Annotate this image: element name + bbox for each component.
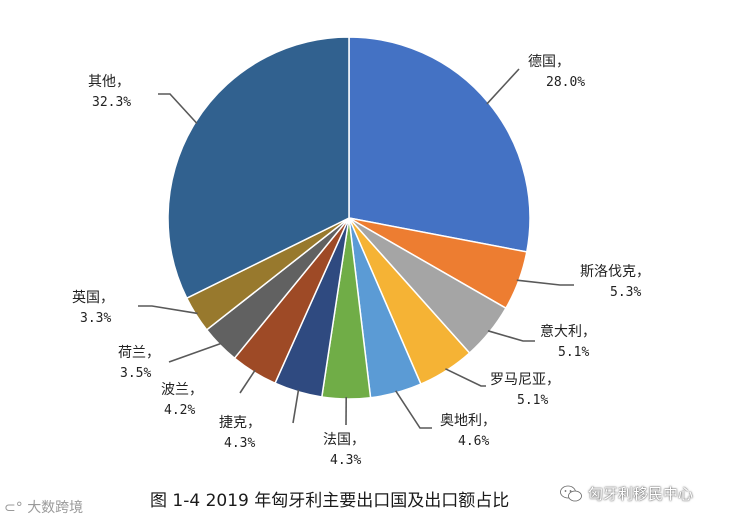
leader-line-其他 xyxy=(158,93,198,125)
slice-label-斯洛伐克: 斯洛伐克， xyxy=(580,264,650,280)
leader-line-斯洛伐克 xyxy=(516,279,574,286)
slice-pct-波兰: 4.2% xyxy=(164,403,195,418)
leader-line-罗马尼亚 xyxy=(445,368,486,387)
leader-line-英国 xyxy=(138,305,198,315)
slice-label-捷克: 捷克， xyxy=(219,415,261,431)
chart-caption: 图 1-4 2019 年匈牙利主要出口国及出口额占比 xyxy=(150,491,510,511)
slice-pct-英国: 3.3% xyxy=(80,311,111,326)
slice-pct-其他: 32.3% xyxy=(92,95,131,110)
leader-line-波兰 xyxy=(239,369,256,394)
watermark-left-text: 大数跨境 xyxy=(27,500,84,516)
leader-line-意大利 xyxy=(487,330,535,342)
leader-line-捷克 xyxy=(292,389,300,424)
slice-pct-奥地利: 4.6% xyxy=(458,434,489,449)
slice-pct-法国: 4.3% xyxy=(330,453,361,468)
watermark-left-logo-icon: ⊂° xyxy=(4,500,23,516)
slice-pct-罗马尼亚: 5.1% xyxy=(517,393,548,408)
slice-pct-荷兰: 3.5% xyxy=(120,366,151,381)
leader-line-荷兰 xyxy=(168,342,222,363)
leader-line-德国 xyxy=(486,68,520,105)
slice-labels: 德国， 28.0% 斯洛伐克， 5.3% 意大利， 5.1% 罗马尼亚， 5.1% 奥地利， 4.… xyxy=(72,54,650,468)
leader-lines xyxy=(138,68,574,429)
leader-line-奥地利 xyxy=(395,390,432,429)
pie-slices xyxy=(167,36,531,400)
slice-pct-捷克: 4.3% xyxy=(224,436,255,451)
slice-pct-斯洛伐克: 5.3% xyxy=(610,285,641,300)
watermark-right-text: 匈牙利移民中心 xyxy=(588,485,694,503)
slice-label-罗马尼亚: 罗马尼亚， xyxy=(490,372,560,388)
slice-pct-意大利: 5.1% xyxy=(558,345,589,360)
slice-label-英国: 英国， xyxy=(72,289,114,306)
slice-label-荷兰: 荷兰， xyxy=(118,345,160,361)
wechat-icon xyxy=(560,485,582,501)
slice-label-奥地利: 奥地利， xyxy=(440,412,496,429)
slice-pct-德国: 28.0% xyxy=(546,75,585,90)
slice-label-意大利: 意大利， xyxy=(540,323,596,340)
pie-slice-德国 xyxy=(348,36,531,253)
watermark-left: ⊂° 大数跨境 xyxy=(4,497,83,517)
watermark-right: 匈牙利移民中心 xyxy=(560,483,693,504)
slice-label-法国: 法国， xyxy=(323,432,365,448)
slice-label-波兰: 波兰， xyxy=(161,382,203,398)
slice-label-德国: 德国， xyxy=(528,54,570,70)
slice-label-其他: 其他， xyxy=(88,74,130,90)
